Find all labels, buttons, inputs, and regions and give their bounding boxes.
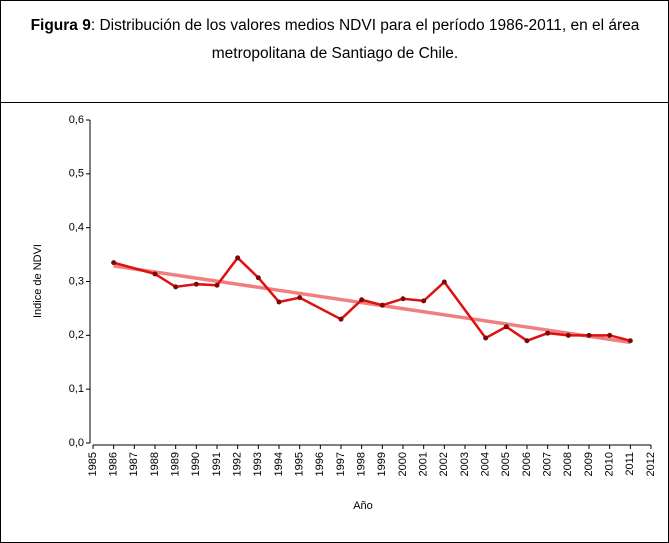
line xyxy=(113,255,631,343)
marker xyxy=(421,298,427,304)
x-tick-label: 2000 xyxy=(397,452,409,476)
x-tick-label: 1995 xyxy=(294,452,306,476)
y-tick-label: 0,4 xyxy=(69,222,84,234)
x-tick-label: 2006 xyxy=(521,452,533,476)
x-tick-label: 1999 xyxy=(376,452,388,476)
marker xyxy=(297,295,303,301)
marker xyxy=(565,332,571,338)
x-tick-label: 2011 xyxy=(624,452,636,476)
separator xyxy=(0,102,669,103)
marker xyxy=(627,338,633,344)
marker xyxy=(152,271,158,277)
marker xyxy=(586,332,592,338)
marker xyxy=(607,332,613,338)
marker xyxy=(379,302,385,308)
marker xyxy=(276,299,282,305)
marker xyxy=(359,297,365,303)
line xyxy=(113,264,631,345)
x-tick-label: 2012 xyxy=(645,452,657,476)
x-tick-label: 2003 xyxy=(459,452,471,476)
x-tick-label: 1985 xyxy=(87,452,99,476)
y-tick-label: 0,6 xyxy=(69,114,84,126)
y-tick-label: 0,0 xyxy=(69,437,84,449)
caption-text: : Distribución de los valores medios NDV… xyxy=(90,17,640,62)
marker xyxy=(111,260,117,266)
caption-label: Figura 9 xyxy=(30,17,91,34)
x-tick-label: 1993 xyxy=(252,452,264,476)
x-tick-label: 2008 xyxy=(562,452,574,476)
y-tick-label: 0,1 xyxy=(69,383,84,395)
x-tick-label: 1986 xyxy=(108,452,120,476)
x-tick-label: 2005 xyxy=(500,452,512,476)
marker xyxy=(255,275,261,281)
marker xyxy=(400,296,406,302)
x-tick-label: 1997 xyxy=(335,452,347,476)
marker xyxy=(214,282,220,288)
y-tick-label: 0,3 xyxy=(69,275,84,287)
x-tick-label: 1988 xyxy=(149,452,161,476)
y-axis-label: Indice de NDVI xyxy=(32,244,44,318)
y-tick-label: 0,5 xyxy=(69,168,84,180)
x-tick-label: 2007 xyxy=(542,452,554,476)
x-tick-label: 1996 xyxy=(314,452,326,476)
x-tick-label: 1994 xyxy=(273,452,285,476)
x-tick-label: 2009 xyxy=(583,452,595,476)
marker xyxy=(235,255,241,261)
marker xyxy=(483,335,489,341)
x-tick-label: 2004 xyxy=(480,452,492,476)
marker xyxy=(173,284,179,290)
y-tick-label: 0,2 xyxy=(69,329,84,341)
x-tick-label: 1991 xyxy=(211,452,223,476)
x-tick-label: 1998 xyxy=(356,452,368,476)
x-tick-label: 2010 xyxy=(604,452,616,476)
marker xyxy=(524,338,530,344)
caption: Figura 9: Distribución de los valores me… xyxy=(20,12,650,68)
x-tick-label: 1987 xyxy=(128,452,140,476)
marker xyxy=(441,279,447,285)
marker xyxy=(338,316,344,322)
x-tick-label: 1990 xyxy=(190,452,202,476)
marker xyxy=(193,281,199,287)
x-tick-label: 1989 xyxy=(170,452,182,476)
marker xyxy=(503,324,509,330)
marker xyxy=(545,330,551,336)
x-axis-label: Año xyxy=(353,500,373,512)
x-tick-label: 2002 xyxy=(438,452,450,476)
x-tick-label: 1992 xyxy=(232,452,244,476)
x-tick-label: 2001 xyxy=(418,452,430,476)
